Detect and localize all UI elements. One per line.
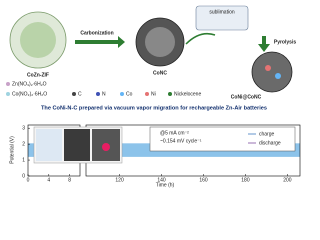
conc-core [145,27,175,57]
step-label: sublimation [209,9,235,15]
legend-swatch [96,92,100,96]
x-tick-label: 160 [199,177,208,183]
legend-swatch [120,92,124,96]
x-tick-label: 4 [47,177,50,183]
y-axis-label: Potential (V) [9,136,15,164]
inset-legend-label: discharge [259,140,281,146]
inset-legend-label: charge [259,131,275,137]
coni-particle [251,51,293,93]
arrow [75,36,125,48]
chart: Potential (V) Time (h) 0 1 2 3 0 4 8 120 140 160 1… [9,124,301,188]
inset-text: @5 mA cm⁻² [160,130,189,136]
step-label: Pyrolysis [274,39,296,45]
legend-swatch [6,82,10,86]
co-atom [275,73,281,79]
led [102,143,110,151]
material-label: CoNC [153,70,167,76]
legend-label: Zn(NO₃)₂·6H₂O [12,81,47,87]
inset-text: ~0.154 mV cycle⁻¹ [160,138,202,144]
graphical-abstract: Carbonization sublimation Pyrolysis CoZn… [0,5,309,189]
arrow [258,36,270,52]
photo [36,129,62,161]
x-tick-label: 0 [27,177,30,183]
arrow [185,32,216,45]
y-tick-label: 1 [22,157,25,163]
legend-label: Co [126,91,133,97]
banner: The CoNi-N-C prepared via vacuum vapor m… [41,105,267,111]
x-tick-label: 200 [283,177,292,183]
y-tick-label: 3 [22,126,25,132]
legend-label: Nickelocene [174,91,201,97]
legend: Zn(NO₃)₂·6H₂O Co(NO₃)₂·6H₂O C N Co Ni Nickeloc… [6,81,201,97]
x-tick-label: 180 [241,177,250,183]
step-label: Carbonization [80,30,113,36]
photo [64,129,90,161]
legend-swatch [168,92,172,96]
crucible [195,5,249,31]
zif-core [20,22,56,58]
x-tick-label: 8 [68,177,71,183]
x-axis-label: Time (h) [156,182,175,188]
material-label: CoNi@CoNC [231,94,262,100]
legend-swatch [6,92,10,96]
banner-bg [0,103,309,113]
y-tick-label: 2 [22,141,25,147]
x-tick-label: 120 [115,177,124,183]
legend-label: N [102,91,106,97]
ni-atom [265,65,271,71]
data-inset [149,126,296,152]
y-tick-label: 0 [22,173,25,179]
legend-swatch [145,92,149,96]
legend-label: Ni [151,91,156,97]
legend-label: C [78,91,82,97]
scheme [9,5,293,93]
legend-swatch [72,92,76,96]
material-label: CoZn-ZIF [27,72,49,78]
x-tick-label: 140 [157,177,166,183]
legend-label: Co(NO₃)₂·6H₂O [12,91,47,97]
